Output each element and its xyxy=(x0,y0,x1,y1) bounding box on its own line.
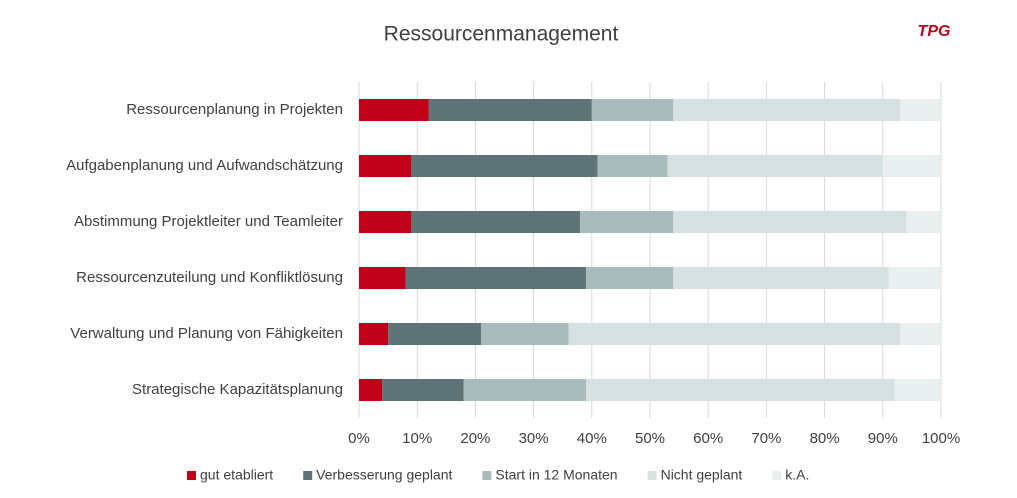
legend-label: Nicht geplant xyxy=(661,467,743,483)
bar-segment xyxy=(359,267,406,289)
x-tick-label: 10% xyxy=(402,430,432,447)
bar-segment xyxy=(388,323,482,345)
bar-segment xyxy=(906,211,941,233)
x-tick-label: 80% xyxy=(810,430,840,447)
x-tick-label: 0% xyxy=(348,430,370,447)
bar-segment xyxy=(900,323,941,345)
bar-segment xyxy=(888,267,941,289)
bar-segment xyxy=(382,379,464,401)
legend-swatch xyxy=(187,471,196,480)
bar-segment xyxy=(673,211,907,233)
legend-swatch xyxy=(303,471,313,480)
bar-segment xyxy=(580,211,674,233)
legend-swatch xyxy=(482,471,492,480)
bar-segment xyxy=(405,267,586,289)
x-tick-label: 90% xyxy=(868,430,898,447)
bar-segment xyxy=(673,99,901,121)
y-tick-label: Strategische Kapazitätsplanung xyxy=(132,381,343,398)
bar-segment xyxy=(900,99,941,121)
legend-swatch xyxy=(647,471,657,480)
x-tick-label: 30% xyxy=(519,430,549,447)
y-tick-label: Ressourcenplanung in Projekten xyxy=(126,101,343,118)
bar-segment xyxy=(411,211,581,233)
x-tick-label: 40% xyxy=(577,430,607,447)
legend-label: Start in 12 Monaten xyxy=(495,467,617,483)
bar-segment xyxy=(673,267,889,289)
bar-segment xyxy=(882,155,941,177)
bar-segment xyxy=(428,99,592,121)
bar-segment xyxy=(597,155,668,177)
x-tick-label: 100% xyxy=(922,430,960,447)
bar-segment xyxy=(585,267,674,289)
bar-segment xyxy=(359,379,383,401)
legend-label: Verbesserung geplant xyxy=(316,467,452,483)
x-tick-label: 60% xyxy=(693,430,723,447)
x-tick-label: 50% xyxy=(635,430,665,447)
bar-segment xyxy=(359,323,389,345)
bar-segment xyxy=(591,99,674,121)
y-tick-label: Ressourcenzuteilung und Konfliktlösung xyxy=(76,269,343,286)
legend-label: k.A. xyxy=(785,467,809,483)
bar-segment xyxy=(568,323,901,345)
bar-segment xyxy=(894,379,941,401)
y-tick-label: Verwaltung und Planung von Fähigkeiten xyxy=(70,325,343,342)
y-tick-label: Abstimmung Projektleiter und Teamleiter xyxy=(74,213,343,230)
x-tick-label: 20% xyxy=(460,430,490,447)
bar-segment xyxy=(463,379,586,401)
bar-segment xyxy=(667,155,883,177)
bar-segment xyxy=(585,379,895,401)
bar-segment xyxy=(359,155,412,177)
bar-segment xyxy=(359,211,412,233)
bar-segment xyxy=(359,99,429,121)
legend-label: gut etabliert xyxy=(200,467,273,483)
bar-segment xyxy=(481,323,569,345)
bar-segment xyxy=(411,155,598,177)
legend-swatch xyxy=(772,471,782,480)
y-tick-label: Aufgabenplanung und Aufwandschätzung xyxy=(66,157,343,174)
chart-title: Ressourcenmanagement xyxy=(384,23,619,46)
x-tick-label: 70% xyxy=(751,430,781,447)
logo: TPG xyxy=(918,23,951,40)
